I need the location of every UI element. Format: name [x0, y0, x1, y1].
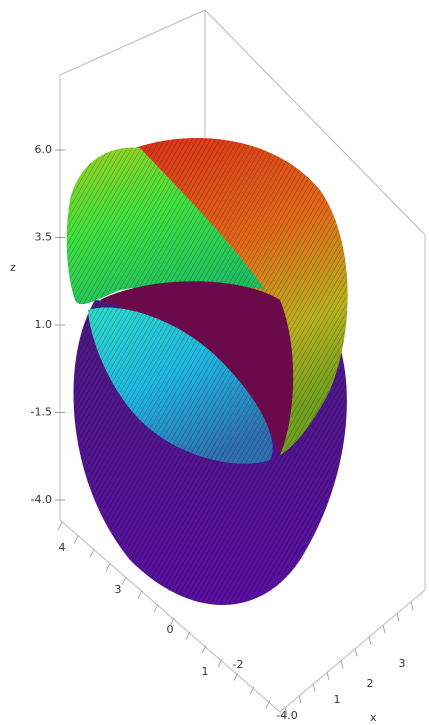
x-tick-label: 3 — [399, 657, 406, 670]
x-tick-label: 1 — [334, 693, 341, 706]
y-tick-label: 3 — [115, 583, 122, 596]
x-tick-label: 2 — [367, 677, 374, 690]
z-axis-label: z — [10, 261, 16, 274]
axis-hatch — [383, 625, 385, 633]
axis-hatch — [369, 637, 371, 645]
axis-hatch — [341, 660, 343, 668]
y-tick-label: -2 — [233, 658, 244, 671]
x-axis-label: x — [370, 711, 377, 724]
axis-hatch — [186, 632, 190, 640]
axis-hatch — [154, 604, 158, 612]
axis-hatch — [138, 591, 142, 599]
axis-hatch — [411, 602, 413, 610]
axis-hatch — [355, 649, 357, 657]
axis-hatch — [327, 672, 329, 680]
z-tick-label: 3.5 — [35, 231, 53, 244]
surface — [67, 138, 348, 605]
z-tick-label: 6.0 — [35, 143, 53, 156]
y-tick-label: 1 — [202, 665, 209, 678]
axis-hatch — [397, 613, 399, 621]
y-tick-label: 4 — [59, 541, 66, 554]
axis-hatch — [122, 577, 126, 585]
axis-hatch — [90, 549, 94, 557]
axis-hatch — [58, 522, 62, 530]
z-tick-label: -4.0 — [31, 493, 52, 506]
z-tick-label: -1.5 — [31, 406, 52, 419]
plot: z x 6.03.51.0-1.5-4.04301-2-4.0123 — [0, 0, 429, 725]
axis-hatch — [106, 563, 110, 571]
x-tick-label: -4.0 — [276, 709, 297, 722]
axis-hatch — [202, 645, 206, 653]
axis-hatch — [74, 536, 78, 544]
axis-hatch — [313, 684, 315, 692]
axis-hatch — [299, 695, 301, 703]
z-tick-label: 1.0 — [35, 318, 53, 331]
